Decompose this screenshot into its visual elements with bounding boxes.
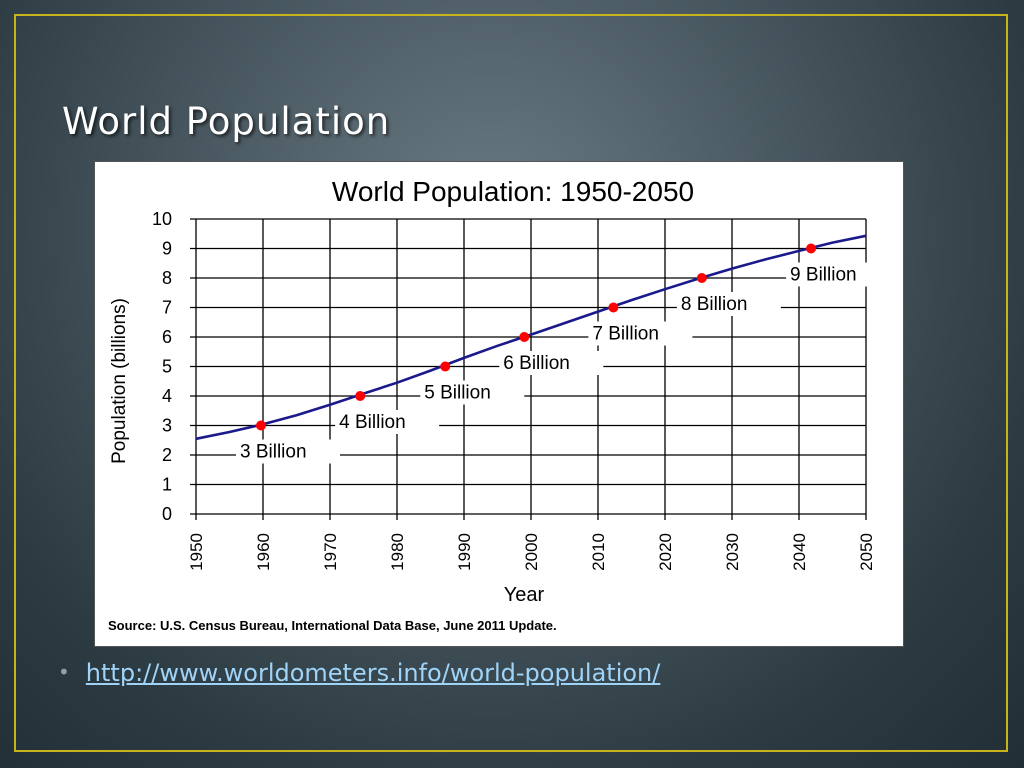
x-tick-label: 2050 (857, 533, 876, 571)
y-tick-label: 1 (162, 475, 172, 495)
y-tick-label: 2 (162, 445, 172, 465)
milestone-marker (519, 332, 530, 342)
bullet-icon: • (58, 660, 70, 684)
y-tick-label: 10 (152, 209, 172, 229)
y-tick-label: 3 (162, 416, 172, 436)
y-tick-label: 6 (162, 327, 172, 347)
milestone-label-bg (420, 380, 525, 405)
milestone-label: 8 Billion (681, 294, 748, 315)
milestone-label-bg (499, 351, 604, 375)
slide-title: World Population (62, 100, 391, 143)
x-tick-label: 1960 (254, 533, 273, 571)
milestone-label: 4 Billion (339, 412, 406, 433)
slide-frame (14, 14, 1008, 752)
milestone-marker (806, 243, 817, 254)
x-tick-label: 2010 (589, 533, 608, 571)
chart-svg: 0 1 2 3 4 5 6 7 8 9 10 1950 1960 1970 1980 1990 2000 2010… (108, 176, 891, 633)
x-tick-label: 1980 (388, 533, 407, 571)
grid-lines (190, 218, 867, 520)
y-tick-label: 8 (162, 268, 172, 288)
y-tick-label: 7 (162, 298, 172, 318)
milestone-label: 5 Billion (424, 383, 491, 404)
milestones: 3 Billion 4 Billion 5 Billion 6 Billion 7 Bi… (235, 243, 891, 464)
milestone-label-bg (786, 262, 891, 287)
y-axis-label: Population (billions) (109, 298, 130, 464)
milestone-label-bg (676, 292, 781, 316)
bullet-item: • http://www.worldometers.info/world-popu… (58, 659, 660, 687)
milestone-label: 7 Billion (592, 324, 659, 345)
x-tick-label: 1950 (187, 533, 206, 571)
x-tick-label: 2040 (790, 533, 809, 571)
milestone-marker (440, 361, 451, 372)
y-tick-label: 0 (162, 504, 172, 524)
population-chart: 0 1 2 3 4 5 6 7 8 9 10 1950 1960 1970 1980 1990 2000 2010… (94, 161, 904, 647)
milestone-marker (608, 302, 619, 313)
worldometers-link[interactable]: http://www.worldometers.info/world-popul… (85, 659, 661, 687)
x-tick-label: 1970 (321, 533, 340, 571)
milestone-marker (355, 391, 366, 401)
population-line (195, 234, 867, 441)
x-tick-label: 2000 (522, 533, 541, 571)
y-tick-label: 4 (162, 386, 172, 406)
x-axis-label: Year (504, 584, 545, 606)
x-tick-label: 2030 (723, 533, 742, 571)
chart-source-note: Source: U.S. Census Bureau, Internationa… (108, 618, 557, 633)
y-tick-label: 5 (162, 357, 172, 377)
tick-labels: 0 1 2 3 4 5 6 7 8 9 10 1950 1960 1970 1980 1990 2000 2010… (152, 209, 876, 571)
x-tick-label: 1990 (455, 533, 474, 571)
x-tick-label: 2020 (656, 533, 675, 571)
milestone-label: 6 Billion (503, 353, 570, 374)
milestone-marker (255, 420, 266, 431)
chart-title: World Population: 1950-2050 (332, 176, 694, 207)
series-line (195, 234, 867, 441)
milestone-label: 9 Billion (790, 265, 857, 286)
milestone-label-bg (588, 321, 693, 346)
milestone-label-bg (335, 410, 440, 434)
milestone-label: 3 Billion (240, 442, 307, 463)
milestone-label-bg (235, 439, 340, 464)
y-tick-label: 9 (162, 239, 172, 259)
milestone-marker (696, 273, 707, 283)
